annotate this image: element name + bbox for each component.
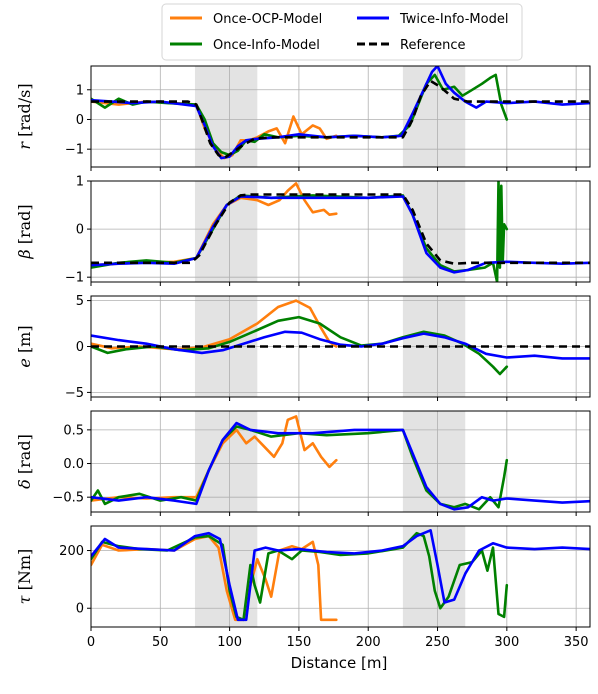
shaded-region-1 bbox=[194, 66, 258, 167]
legend: Once-OCP-Model Twice-Info-Model Once-Info-… bbox=[161, 3, 523, 61]
y-tick-label: −5 bbox=[65, 386, 84, 401]
y-axis-label: δ [rad] bbox=[15, 434, 34, 489]
axes-frame bbox=[90, 180, 591, 283]
x-tick-label: 150 bbox=[287, 635, 312, 650]
subplot-1: −1 0 1 r [rad/s] bbox=[15, 65, 591, 171]
legend-label-once-ocp-model: Once-OCP-Model bbox=[213, 12, 322, 27]
y-axis-label: β [rad] bbox=[15, 204, 34, 259]
x-tick-label: 100 bbox=[217, 635, 242, 650]
subplots: −1 0 1 r [rad/s] −1 0 1 β [rad] −5 0 5 e [m] −0.5 0.0… bbox=[15, 65, 591, 631]
y-axis-variable: r bbox=[15, 141, 34, 150]
y-tick-label: 1 bbox=[76, 175, 84, 190]
series-twice-info-model bbox=[91, 421, 590, 511]
y-tick-label: 0 bbox=[76, 602, 84, 617]
series-twice-info-model bbox=[91, 66, 590, 160]
y-axis-label: τ [Nm] bbox=[15, 549, 34, 605]
x-tick-label: 250 bbox=[425, 635, 450, 650]
y-axis-unit: [m] bbox=[15, 325, 34, 358]
y-axis-variable: β bbox=[15, 249, 34, 259]
y-tick-label: 0.0 bbox=[63, 457, 84, 472]
y-axis-label: r [rad/s] bbox=[15, 83, 34, 149]
series-reference bbox=[91, 193, 590, 265]
y-axis-variable: τ bbox=[15, 594, 34, 604]
axes-frame bbox=[90, 525, 591, 628]
x-tick-label: 300 bbox=[494, 635, 519, 650]
y-tick-label: 1 bbox=[76, 83, 84, 98]
y-tick-label: −1 bbox=[65, 143, 84, 158]
subplot-5: 0 200 τ [Nm] bbox=[15, 525, 591, 631]
x-tick-label: 350 bbox=[564, 635, 589, 650]
legend-label-reference: Reference bbox=[400, 38, 465, 53]
y-axis-unit: [rad/s] bbox=[15, 83, 34, 142]
series-twice-info-model bbox=[91, 195, 590, 274]
series-once-ocp-model bbox=[91, 299, 338, 351]
subplot-3: −5 0 5 e [m] bbox=[15, 294, 591, 401]
legend-box bbox=[161, 3, 523, 61]
x-tick-label: 200 bbox=[356, 635, 381, 650]
y-tick-label: 5 bbox=[76, 294, 84, 309]
y-tick-label: −0.5 bbox=[52, 491, 84, 506]
y-tick-label: 0 bbox=[76, 340, 84, 355]
y-axis-variable: e bbox=[15, 358, 34, 367]
y-axis-unit: [rad] bbox=[15, 434, 34, 479]
legend-label-twice-info-model: Twice-Info-Model bbox=[399, 12, 508, 27]
series-twice-info-model bbox=[91, 330, 590, 360]
x-tick-label: 0 bbox=[87, 635, 95, 650]
y-tick-label: 0.5 bbox=[63, 423, 84, 438]
y-axis-unit: [rad] bbox=[15, 204, 34, 249]
subplot-4: −0.5 0.0 0.5 δ [rad] bbox=[15, 410, 591, 516]
y-tick-label: 0 bbox=[76, 223, 84, 238]
series-reference bbox=[91, 79, 590, 160]
axes-frame bbox=[90, 410, 591, 513]
x-tick-label: 50 bbox=[152, 635, 169, 650]
axes-frame bbox=[90, 65, 591, 168]
y-axis-unit: [Nm] bbox=[15, 549, 34, 596]
subplot-2: −1 0 1 β [rad] bbox=[15, 175, 591, 286]
y-tick-label: −1 bbox=[65, 271, 84, 286]
y-axis-label: e [m] bbox=[15, 325, 34, 367]
y-axis-variable: δ bbox=[15, 479, 34, 489]
legend-label-once-info-model: Once-Info-Model bbox=[213, 38, 320, 53]
series-twice-info-model bbox=[91, 529, 590, 622]
x-axis-label: Distance [m] bbox=[291, 654, 388, 672]
y-tick-label: 200 bbox=[59, 544, 84, 559]
shaded-region-2 bbox=[402, 181, 466, 282]
y-tick-label: 0 bbox=[76, 113, 84, 128]
x-axis: 0 50 100 150 200 250 300 350 bbox=[87, 635, 589, 650]
